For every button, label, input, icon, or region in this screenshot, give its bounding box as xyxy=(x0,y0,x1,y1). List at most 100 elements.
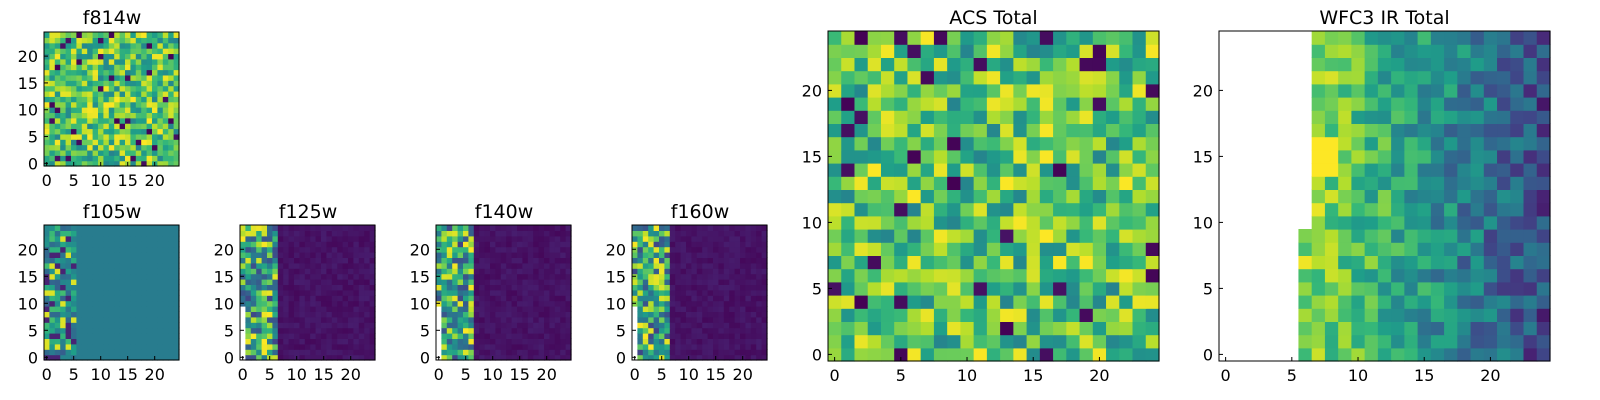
heatmap-cell xyxy=(867,70,882,85)
heatmap-cell xyxy=(920,295,935,309)
heatmap-cell xyxy=(707,235,714,242)
heatmap-cell xyxy=(463,257,469,264)
heatmap-cell xyxy=(168,74,175,81)
heatmap-cell xyxy=(1311,176,1326,190)
heatmap-cell xyxy=(761,268,768,275)
x-tick-label: 15 xyxy=(1414,366,1434,385)
heatmap-cell xyxy=(854,229,869,243)
heatmap-cell xyxy=(1119,215,1134,230)
heatmap-cell xyxy=(60,354,67,361)
heatmap-cell xyxy=(1132,268,1147,283)
heatmap-cell xyxy=(452,327,459,334)
heatmap-cell xyxy=(92,268,99,275)
heatmap-cell xyxy=(135,322,142,329)
heatmap-cell xyxy=(168,235,175,242)
heatmap-cell xyxy=(1026,123,1041,138)
heatmap-cell xyxy=(723,300,730,307)
heatmap-cell xyxy=(65,117,72,124)
heatmap-cell xyxy=(1119,202,1134,217)
heatmap-cell xyxy=(1092,281,1107,296)
heatmap-cell xyxy=(44,289,50,296)
heatmap-cell xyxy=(54,128,61,135)
heatmap-cell xyxy=(114,155,121,162)
heatmap-cell xyxy=(1523,70,1538,85)
axes-frame xyxy=(43,224,180,361)
heatmap-cell xyxy=(135,117,142,124)
heatmap-cell xyxy=(1351,44,1366,58)
heatmap-cell xyxy=(108,37,115,44)
heatmap-cell xyxy=(517,235,523,242)
heatmap-cell xyxy=(506,333,513,339)
heatmap-cell xyxy=(707,289,714,296)
heatmap-cell xyxy=(369,273,376,280)
heatmap-cell xyxy=(1311,83,1326,98)
heatmap-cell xyxy=(675,225,682,231)
heatmap-cell xyxy=(76,338,83,345)
heatmap-cell xyxy=(691,349,698,356)
heatmap-cell xyxy=(533,252,540,258)
heatmap-cell xyxy=(1039,255,1054,270)
heatmap-cell xyxy=(544,338,550,345)
heatmap-cell xyxy=(157,53,164,60)
heatmap-cell xyxy=(76,133,83,140)
heatmap-cell xyxy=(49,295,56,302)
heatmap-cell xyxy=(108,279,115,285)
heatmap-cell xyxy=(533,246,540,253)
heatmap-cell xyxy=(560,268,567,275)
heatmap-cell xyxy=(135,349,142,356)
y-tick-label: 10 xyxy=(802,213,822,232)
heatmap-cell xyxy=(718,322,725,329)
heatmap-cell xyxy=(653,284,660,291)
heatmap-cell xyxy=(49,235,56,242)
heatmap-cell xyxy=(659,311,665,318)
heatmap-cell xyxy=(364,343,371,350)
heatmap-cell xyxy=(65,306,72,312)
heatmap-cell xyxy=(288,262,295,269)
heatmap-cell xyxy=(659,279,665,285)
heatmap-cell xyxy=(119,322,126,329)
heatmap-cell xyxy=(1417,334,1432,349)
heatmap-cell xyxy=(637,354,644,361)
heatmap-cell xyxy=(436,235,442,242)
heatmap-cell xyxy=(353,252,360,258)
heatmap-cell xyxy=(114,160,121,167)
heatmap-cell xyxy=(130,155,137,162)
heatmap-cell xyxy=(702,300,709,307)
heatmap-cell xyxy=(452,322,459,329)
heatmap-cell xyxy=(125,53,131,60)
heatmap-cell xyxy=(267,338,273,345)
heatmap-cell xyxy=(506,235,513,242)
heatmap-cell xyxy=(1470,31,1485,45)
heatmap-cell xyxy=(490,279,496,285)
heatmap-cell xyxy=(299,306,306,312)
heatmap-cell xyxy=(76,37,83,44)
heatmap-cell xyxy=(288,230,295,237)
heatmap-cell xyxy=(173,112,180,119)
heatmap-cell xyxy=(669,327,676,334)
heatmap-cell xyxy=(740,284,746,291)
heatmap-cell xyxy=(867,334,882,349)
heatmap-cell xyxy=(1417,189,1432,204)
heatmap-cell xyxy=(841,149,856,164)
heatmap-cell xyxy=(729,235,736,242)
heatmap-cell xyxy=(168,300,175,307)
heatmap-cell xyxy=(1483,44,1498,58)
heatmap-cell xyxy=(173,235,180,242)
heatmap-cell xyxy=(162,333,169,339)
heatmap-cell xyxy=(1053,136,1067,151)
heatmap-cell xyxy=(60,117,67,124)
heatmap-cell xyxy=(1338,149,1352,164)
heatmap-cell xyxy=(1145,308,1160,322)
heatmap-cell xyxy=(1430,136,1445,151)
heatmap-cell xyxy=(152,306,158,312)
heatmap-cell xyxy=(960,83,975,98)
heatmap-cell xyxy=(157,144,164,151)
heatmap-cell xyxy=(87,90,94,97)
heatmap-cell xyxy=(1523,97,1538,111)
heatmap-cell xyxy=(1311,334,1326,349)
heatmap-cell xyxy=(125,149,131,156)
heatmap-cell xyxy=(272,284,279,291)
heatmap-cell xyxy=(173,354,180,361)
heatmap-cell xyxy=(653,327,660,334)
heatmap-cell xyxy=(135,101,142,108)
